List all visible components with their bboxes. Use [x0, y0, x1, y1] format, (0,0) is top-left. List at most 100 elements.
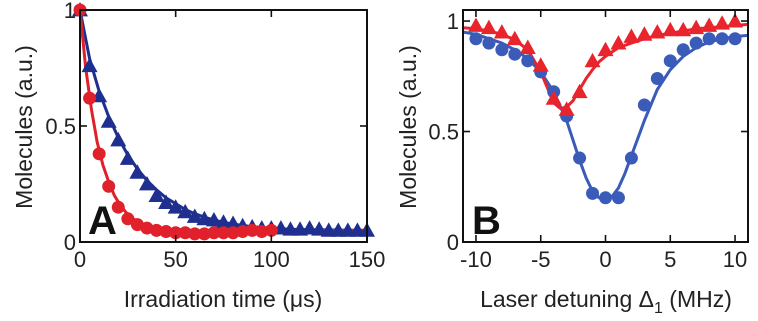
- panel-b: -10 -5 0 5 10 0 0.5 1 B Laser detuning Δ1 (MHz)…: [395, 9, 749, 317]
- panel-b-series-0-point: [624, 151, 638, 165]
- panel-b-series-0-point: [495, 43, 509, 57]
- panel-b-series-1-point: [727, 13, 744, 28]
- panel-a-series-1-point: [226, 226, 240, 240]
- panel-b-series-1-point: [467, 17, 484, 32]
- panel-a-ytick-label: 0: [64, 230, 76, 255]
- panel-b-series-0-point: [689, 36, 703, 50]
- panel-b-series-1-point: [571, 83, 588, 99]
- panel-a-series-0-point: [177, 203, 194, 219]
- panel-b-series-0-point: [611, 191, 625, 205]
- panel-a-series-1-point: [245, 223, 259, 237]
- panel-a-xtick-label: 150: [349, 247, 386, 272]
- panel-a-series-0-point: [196, 210, 213, 226]
- panel-a: 0 50 100 150 0 0.5 1 A Irradiation time (μs) M…: [11, 0, 385, 312]
- panel-a-xtick-label: 100: [253, 247, 290, 272]
- panel-a-series-0-point: [215, 214, 232, 229]
- panel-a-series-0-point: [205, 211, 222, 227]
- panel-a-series-0-point: [100, 113, 117, 128]
- panel-a-series-1-point: [150, 223, 164, 237]
- panel-a-ylabel: Molecules (a.u.): [11, 45, 37, 209]
- panel-a-series-0-point: [167, 199, 184, 214]
- panel-b-series-1-point: [649, 24, 666, 39]
- panel-b-xtick-label: 0: [599, 247, 611, 272]
- panel-b-xlabel-tail: (MHz): [663, 286, 732, 312]
- panel-b-xlabel-sub: 1: [654, 300, 663, 317]
- panel-b-series-1-point: [688, 19, 705, 35]
- panel-a-series-0-point: [311, 221, 328, 236]
- panel-a-xtick-label: 50: [163, 247, 187, 272]
- panel-b-series-1-point: [610, 35, 627, 50]
- panel-b-series-1-point: [714, 15, 731, 30]
- panel-b-xlabel: Laser detuning Δ1 (MHz): [480, 286, 732, 317]
- panel-b-letter: B: [472, 199, 501, 243]
- panel-a-letter: A: [88, 199, 117, 243]
- panel-b-series-1-point: [506, 30, 523, 46]
- panel-a-xtick-label: 0: [74, 247, 86, 272]
- panel-b-xtick-label: 5: [664, 247, 676, 272]
- panel-b-xtick-label: -5: [531, 247, 551, 272]
- panel-a-series-0-fit-line: [80, 10, 367, 232]
- panel-a-ytick-label: 1: [64, 0, 76, 23]
- panel-a-series-0-point: [138, 176, 155, 191]
- panel-a-series-0-point: [158, 194, 175, 209]
- panel-b-xtick-label: 10: [723, 247, 747, 272]
- panel-a-xlabel: Irradiation time (μs): [124, 286, 323, 312]
- panel-a-series-0-point: [81, 57, 98, 73]
- panel-b-series-0-point: [573, 151, 587, 165]
- panel-b-series-0-point: [469, 32, 483, 46]
- panel-b-ytick-label: 0: [447, 230, 459, 255]
- panel-a-series-1-point: [111, 200, 125, 214]
- panel-a-series-1-point: [255, 225, 269, 239]
- panel-a-series-1-fit-line: [80, 10, 367, 234]
- panel-a-series-1-point: [159, 225, 173, 239]
- panel-b-points: [467, 13, 744, 205]
- panel-b-series-1-point: [519, 39, 536, 54]
- panel-a-series-1-point: [217, 226, 230, 240]
- panel-b-series-1-point: [493, 24, 510, 39]
- panel-b-series-1-point: [545, 90, 562, 105]
- panel-b-ticks: -10 -5 0 5 10 0 0.5 1: [428, 9, 748, 272]
- panel-a-series-0-point: [148, 187, 165, 202]
- panel-a-series-0-point: [301, 220, 318, 235]
- panel-a-points: [72, 2, 375, 241]
- panel-a-series-0-point: [129, 164, 146, 179]
- panel-b-series-0-point: [715, 32, 729, 46]
- panel-b-ytick-label: 0.5: [428, 120, 459, 145]
- panel-a-series-1-point: [169, 226, 183, 240]
- panel-b-series-0-point: [508, 47, 522, 61]
- panel-a-series-1-point: [197, 227, 211, 241]
- panel-b-series-1-point: [558, 101, 575, 116]
- panel-b-series-0-point: [663, 54, 677, 68]
- panel-b-series-0-point: [482, 36, 496, 50]
- panel-a-ticks: 0 50 100 150 0 0.5 1: [45, 0, 385, 272]
- panel-b-series-0-point: [599, 191, 612, 205]
- panel-a-series-1-point: [188, 227, 202, 241]
- panel-a-series-1-point: [207, 226, 221, 240]
- panel-a-fits: [80, 10, 367, 234]
- panel-b-series-1-point: [584, 52, 601, 68]
- panel-b-series-1-point: [636, 26, 653, 41]
- panel-b-series-1-point: [480, 19, 497, 35]
- panel-a-series-1-point: [236, 225, 250, 239]
- panel-b-xtick-label: -10: [460, 247, 492, 272]
- panel-a-series-0-point: [110, 131, 127, 147]
- panel-a-series-1-point: [83, 91, 97, 105]
- panel-b-series-0-point: [586, 186, 600, 200]
- panel-b-series-1-point: [675, 21, 692, 37]
- panel-b-series-1-point: [597, 41, 614, 57]
- panel-b-series-0-point: [728, 32, 742, 46]
- panel-a-series-1-point: [264, 223, 278, 237]
- panel-a-series-1-point: [102, 179, 116, 193]
- panel-b-series-1-point: [532, 57, 549, 72]
- panel-b-series-0-point: [521, 54, 535, 68]
- panel-b-ylabel: Molecules (a.u.): [395, 45, 421, 209]
- panel-a-ytick-label: 0.5: [45, 114, 76, 139]
- panel-a-series-0-point: [119, 150, 136, 165]
- panel-b-xlabel-main: Laser detuning Δ: [480, 286, 654, 312]
- panel-b-series-0-point: [676, 43, 690, 57]
- panel-b-series-0-point: [637, 98, 651, 112]
- panel-b-series-1-point: [701, 17, 718, 32]
- panel-a-series-0-point: [186, 208, 203, 223]
- panel-a-series-1-point: [121, 212, 135, 226]
